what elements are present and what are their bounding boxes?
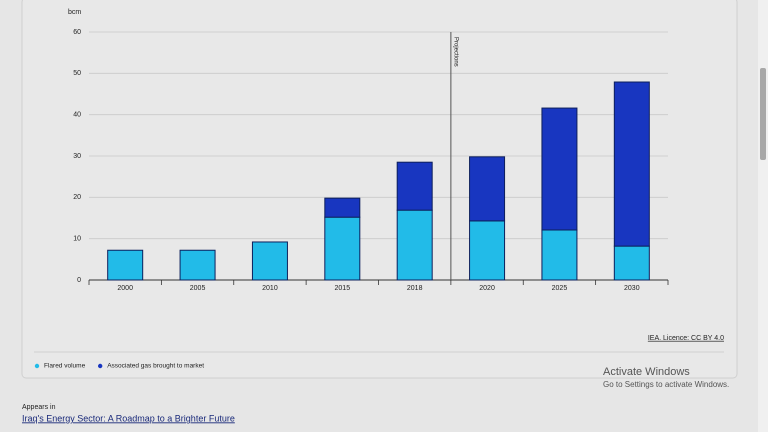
x-tick-label: 2015	[335, 285, 351, 292]
x-tick-label: 2000	[117, 285, 133, 292]
bar-segment	[613, 81, 650, 247]
bar-segment	[179, 249, 216, 281]
bar-segment	[541, 107, 578, 231]
bar-segment	[396, 161, 433, 211]
source-link[interactable]: IEA. Licence: CC BY 4.0	[648, 335, 724, 342]
watermark-title: Activate Windows	[603, 366, 690, 378]
x-tick-label: 2005	[190, 285, 206, 292]
x-tick-label: 2010	[262, 285, 278, 292]
y-unit: bcm	[68, 9, 81, 16]
bar-segment	[324, 197, 361, 218]
chart-card	[21, 0, 738, 379]
legend-label: Associated gas brought to market	[107, 363, 204, 370]
y-tick-label: 10	[73, 236, 81, 243]
bar-segment	[613, 245, 650, 281]
legend-swatch	[34, 363, 40, 369]
projection-label: Projections	[452, 37, 458, 67]
x-tick-label: 2030	[624, 285, 640, 292]
x-tick-label: 2025	[552, 285, 568, 292]
bar-segment	[324, 216, 361, 281]
bar-segment	[541, 229, 578, 281]
legend-swatch	[97, 363, 103, 369]
bar-segment	[469, 156, 506, 222]
scrollbar[interactable]	[758, 0, 768, 432]
bar-segment	[396, 209, 433, 281]
y-tick-label: 40	[73, 112, 81, 119]
legend-label: Flared volume	[44, 363, 86, 370]
bar-segment	[251, 241, 288, 281]
x-tick-label: 2018	[407, 285, 423, 292]
bar-segment	[469, 220, 506, 281]
bar-segment	[107, 249, 144, 281]
y-tick-label: 60	[73, 29, 81, 36]
report-link[interactable]: Iraq's Energy Sector: A Roadmap to a Bri…	[22, 413, 235, 423]
y-tick-label: 30	[73, 153, 81, 160]
watermark-subtitle: Go to Settings to activate Windows.	[603, 380, 729, 389]
y-tick-label: 50	[73, 70, 81, 77]
x-tick-label: 2020	[479, 285, 495, 292]
scrollbar-thumb[interactable]	[760, 68, 766, 160]
y-tick-label: 0	[77, 277, 81, 284]
y-tick-label: 20	[73, 194, 81, 201]
appears-in-label: Appears in	[22, 404, 56, 411]
